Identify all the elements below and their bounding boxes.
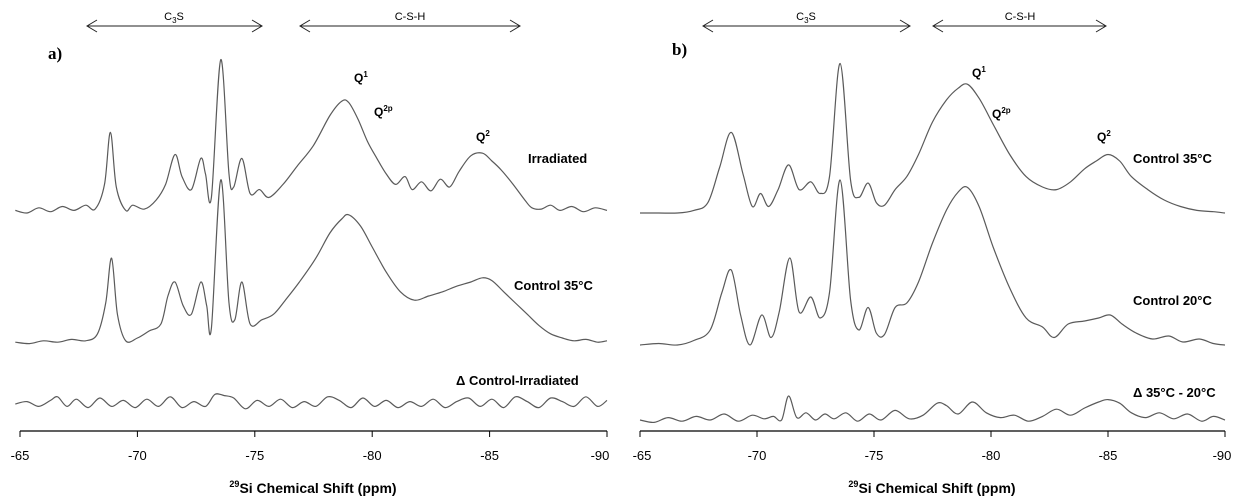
trace-control-35c bbox=[640, 62, 1226, 214]
range-label-c3s: C3S bbox=[796, 11, 816, 25]
range-arrow-right-head bbox=[899, 19, 911, 33]
range-arrow-left-head bbox=[299, 19, 311, 33]
trace-difference-35c-20c bbox=[639, 395, 1226, 424]
range-arrow-left-head bbox=[86, 19, 98, 33]
x-tick-label: -80 bbox=[363, 448, 382, 463]
x-tick-label: -65 bbox=[633, 448, 652, 463]
peak-label-q2: Q2 bbox=[1097, 129, 1111, 144]
x-axis-title: 29Si Chemical Shift (ppm) bbox=[229, 479, 396, 496]
panel-b: b) C3S C-S-H Control 35°C Control 20°C Δ… bbox=[633, 11, 1232, 496]
x-tick-label: -85 bbox=[1099, 448, 1118, 463]
x-tick-label: -70 bbox=[128, 448, 147, 463]
x-tick-label: -85 bbox=[480, 448, 499, 463]
trace-control-35c bbox=[15, 179, 608, 345]
x-tick-label: -90 bbox=[591, 448, 610, 463]
trace-difference-control-irradiated bbox=[15, 393, 608, 410]
panel-b-x-axis: -65 -70 -75 -80 -85 -90 29Si Chemical Sh… bbox=[633, 430, 1232, 496]
panel-a-range-csh: C-S-H bbox=[299, 11, 521, 33]
range-label-csh: C-S-H bbox=[1005, 11, 1036, 23]
x-tick-label: -80 bbox=[982, 448, 1001, 463]
panel-b-range-csh: C-S-H bbox=[932, 11, 1107, 33]
range-arrow-right-head bbox=[509, 19, 521, 33]
peak-label-q2p: Q2p bbox=[992, 106, 1011, 121]
x-tick-label: -90 bbox=[1213, 448, 1232, 463]
peak-label-q1: Q1 bbox=[972, 65, 986, 80]
x-tick-label: -75 bbox=[245, 448, 264, 463]
peak-label-q2p: Q2p bbox=[374, 104, 393, 119]
panel-a-letter: a) bbox=[48, 44, 62, 63]
trace-label-control-20c: Control 20°C bbox=[1133, 293, 1212, 308]
x-axis-title: 29Si Chemical Shift (ppm) bbox=[848, 479, 1015, 496]
x-tick-label: -70 bbox=[748, 448, 767, 463]
trace-label-control-35c: Control 35°C bbox=[1133, 151, 1212, 166]
trace-label-difference: Δ 35°C - 20°C bbox=[1133, 385, 1216, 400]
panel-b-letter: b) bbox=[672, 40, 687, 59]
x-tick-label: -75 bbox=[865, 448, 884, 463]
panel-a-range-c3s: C3S bbox=[86, 11, 263, 33]
panel-a-x-axis: -65 -70 -75 -80 -85 -90 29Si Chemical Sh… bbox=[11, 430, 610, 496]
range-arrow-left-head bbox=[702, 19, 714, 33]
trace-label-irradiated: Irradiated bbox=[528, 151, 587, 166]
range-arrow-left-head bbox=[932, 19, 944, 33]
trace-label-control-35c: Control 35°C bbox=[514, 278, 593, 293]
x-tick-label: -65 bbox=[11, 448, 30, 463]
range-arrow-right-head bbox=[1095, 19, 1107, 33]
range-label-csh: C-S-H bbox=[395, 11, 426, 23]
peak-label-q1: Q1 bbox=[354, 70, 368, 85]
trace-irradiated bbox=[15, 58, 608, 214]
range-arrow-right-head bbox=[251, 19, 263, 33]
panel-b-range-c3s: C3S bbox=[702, 11, 911, 33]
range-label-c3s: C3S bbox=[164, 11, 184, 25]
peak-label-q2: Q2 bbox=[476, 129, 490, 144]
trace-label-difference: Δ Control-Irradiated bbox=[456, 373, 579, 388]
trace-control-20c bbox=[639, 179, 1226, 346]
panel-a: a) C3S C-S-H Irradiated Control 35°C Δ C… bbox=[11, 11, 610, 496]
